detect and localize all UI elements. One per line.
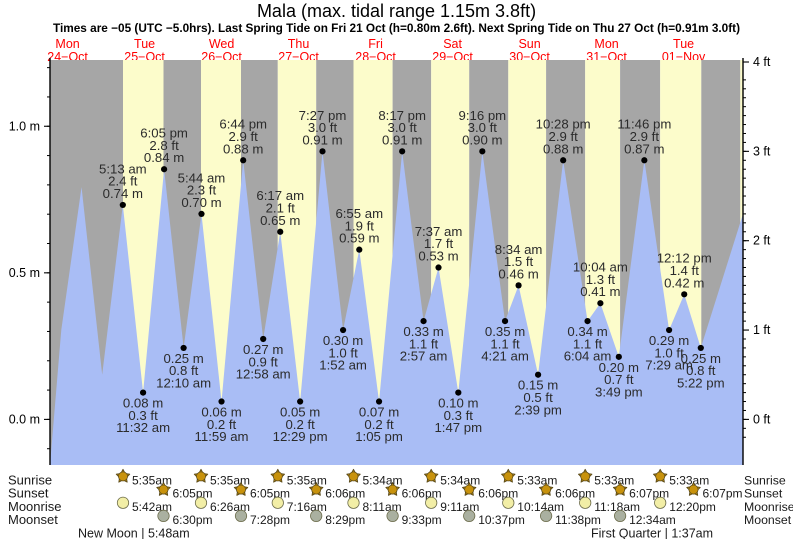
svg-text:9:33pm: 9:33pm xyxy=(402,513,442,527)
svg-text:0.70 m: 0.70 m xyxy=(181,195,221,210)
svg-text:5:33am: 5:33am xyxy=(669,474,709,488)
svg-text:0.87 m: 0.87 m xyxy=(624,141,664,156)
svg-text:2 ft: 2 ft xyxy=(753,234,771,248)
svg-text:6:05pm: 6:05pm xyxy=(250,487,290,501)
svg-text:11:32 am: 11:32 am xyxy=(116,420,170,435)
svg-text:1.0 m: 1.0 m xyxy=(9,119,40,133)
svg-text:0.90 m: 0.90 m xyxy=(462,132,502,147)
svg-text:6:06pm: 6:06pm xyxy=(402,487,442,501)
svg-text:10:14am: 10:14am xyxy=(517,500,564,514)
svg-text:3 ft: 3 ft xyxy=(753,144,771,158)
svg-text:5:34am: 5:34am xyxy=(440,474,480,488)
svg-text:0.91 m: 0.91 m xyxy=(382,132,422,147)
svg-text:12:58 am: 12:58 am xyxy=(236,367,291,382)
svg-text:0.42 m: 0.42 m xyxy=(664,275,704,290)
svg-text:11:38pm: 11:38pm xyxy=(555,513,601,527)
svg-text:0.74 m: 0.74 m xyxy=(103,186,143,201)
svg-text:1:52 am: 1:52 am xyxy=(319,358,367,373)
svg-text:0.65 m: 0.65 m xyxy=(260,213,300,228)
svg-text:10:37pm: 10:37pm xyxy=(478,513,525,527)
svg-text:0.84 m: 0.84 m xyxy=(144,150,184,165)
svg-text:1:47 pm: 1:47 pm xyxy=(434,420,482,435)
svg-text:1 ft: 1 ft xyxy=(753,323,771,337)
svg-text:5:22 pm: 5:22 pm xyxy=(677,376,725,391)
svg-text:6:05pm: 6:05pm xyxy=(173,487,213,501)
svg-text:0.53 m: 0.53 m xyxy=(418,249,458,264)
svg-text:5:35am: 5:35am xyxy=(287,474,327,488)
svg-text:2:57 am: 2:57 am xyxy=(400,349,448,364)
svg-text:12:20pm: 12:20pm xyxy=(669,500,716,514)
svg-text:8:29pm: 8:29pm xyxy=(325,513,365,527)
svg-text:12:29 pm: 12:29 pm xyxy=(273,429,328,444)
svg-text:5:33am: 5:33am xyxy=(517,474,557,488)
svg-text:0.59 m: 0.59 m xyxy=(339,231,379,246)
svg-text:5:35am: 5:35am xyxy=(210,474,250,488)
svg-text:0.46 m: 0.46 m xyxy=(498,266,538,281)
svg-text:Moonset: Moonset xyxy=(744,513,792,527)
svg-text:0.88 m: 0.88 m xyxy=(543,141,583,156)
svg-text:1:05 pm: 1:05 pm xyxy=(355,429,403,444)
svg-text:7:16am: 7:16am xyxy=(287,500,327,514)
svg-text:7:28pm: 7:28pm xyxy=(250,513,290,527)
svg-text:5:35am: 5:35am xyxy=(132,474,172,488)
svg-text:5:33am: 5:33am xyxy=(594,474,634,488)
svg-text:11:59 am: 11:59 am xyxy=(195,429,249,444)
svg-text:4:21 am: 4:21 am xyxy=(481,349,529,364)
svg-text:0 ft: 0 ft xyxy=(753,412,771,426)
svg-text:0.0 m: 0.0 m xyxy=(9,412,40,426)
svg-text:Moonrise: Moonrise xyxy=(744,500,793,514)
svg-text:0.41 m: 0.41 m xyxy=(580,284,620,299)
svg-text:Moonset: Moonset xyxy=(8,512,58,527)
svg-text:6:30pm: 6:30pm xyxy=(173,513,213,527)
svg-text:2:39 pm: 2:39 pm xyxy=(514,402,562,417)
svg-text:First Quarter | 1:37am: First Quarter | 1:37am xyxy=(591,527,713,539)
svg-text:4 ft: 4 ft xyxy=(753,55,771,69)
svg-text:0.88 m: 0.88 m xyxy=(223,141,263,156)
svg-text:Sunrise: Sunrise xyxy=(744,474,786,488)
svg-text:3:49 pm: 3:49 pm xyxy=(595,384,643,399)
svg-text:New Moon | 5:48am: New Moon | 5:48am xyxy=(78,527,190,539)
svg-text:0.91 m: 0.91 m xyxy=(302,132,342,147)
svg-text:12:34am: 12:34am xyxy=(629,513,676,527)
svg-text:5:34am: 5:34am xyxy=(363,474,403,488)
svg-text:12:10 am: 12:10 am xyxy=(156,376,211,391)
svg-text:0.5 m: 0.5 m xyxy=(9,266,40,280)
svg-text:Sunset: Sunset xyxy=(744,487,783,501)
svg-text:6:07pm: 6:07pm xyxy=(703,487,743,501)
svg-text:6:06pm: 6:06pm xyxy=(325,487,365,501)
